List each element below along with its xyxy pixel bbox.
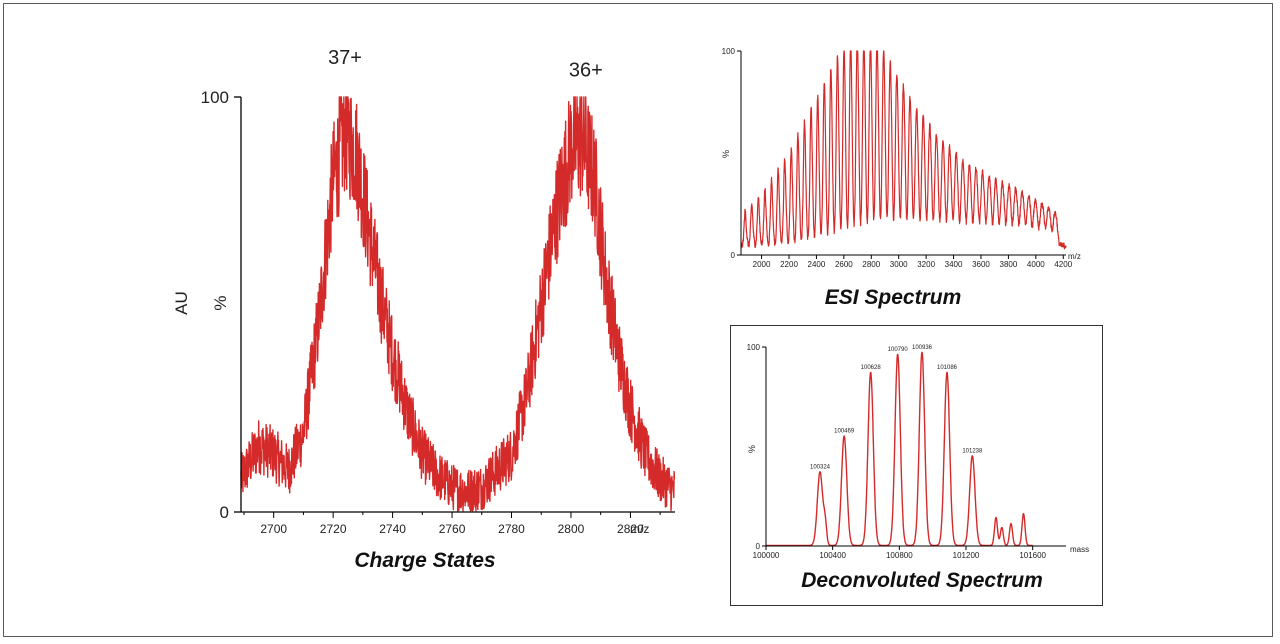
charge-state-annotation: 36+ — [569, 59, 603, 81]
esi-xtick-label: 3000 — [890, 260, 908, 269]
esi-xtick-label: 2000 — [753, 260, 771, 269]
charge-states-xtick-label: 2720 — [320, 522, 347, 536]
esi-xtick-label: 2600 — [835, 260, 853, 269]
deconvoluted-xtick-label: 100800 — [886, 551, 913, 560]
esi-xtick-label: 4200 — [1054, 260, 1072, 269]
esi-xtick-label: 2400 — [808, 260, 826, 269]
charge-states-title: Charge States — [354, 549, 495, 572]
deconvoluted-peak-label: 101238 — [962, 448, 983, 454]
charge-states-xtick-label: 2760 — [439, 522, 466, 536]
deconvoluted-peak-label: 100324 — [810, 464, 831, 470]
esi-xtick-label: 2800 — [862, 260, 880, 269]
deconvoluted-title: Deconvoluted Spectrum — [801, 569, 1043, 592]
esi-xtick-label: 3200 — [917, 260, 935, 269]
charge-states-xtick-label: 2780 — [498, 522, 525, 536]
deconvoluted-x-unit: mass — [1070, 545, 1089, 554]
figure-frame — [3, 3, 1273, 637]
charge-states-ytick-label: 100 — [201, 88, 229, 107]
charge-states-ylabel: % — [211, 295, 230, 310]
esi-xtick-label: 2200 — [780, 260, 798, 269]
deconvoluted-peak-label: 100469 — [834, 429, 855, 435]
deconvoluted-xtick-label: 101200 — [953, 551, 980, 560]
esi-xtick-label: 3400 — [945, 260, 963, 269]
charge-states-xtick-label: 2740 — [379, 522, 406, 536]
deconvoluted-ytick-label: 100 — [747, 343, 761, 352]
charge-states-xtick-label: 2700 — [260, 522, 287, 536]
esi-ytick-label: 100 — [722, 47, 736, 56]
esi-x-unit: m/z — [1068, 252, 1081, 261]
charge-states-xtick-label: 2800 — [558, 522, 585, 536]
deconvoluted-xtick-label: 100000 — [753, 551, 780, 560]
deconvoluted-peak-label: 101086 — [937, 365, 958, 371]
deconvoluted-xtick-label: 100400 — [819, 551, 846, 560]
charge-states-chart: 0 100 2700 2720 2740 2760 2780 2800 2820 AU % m… — [172, 47, 676, 572]
charge-states-ytick-label: 0 — [220, 503, 229, 522]
deconvoluted-ytick-label: 0 — [756, 542, 761, 551]
deconvoluted-peak-label: 100936 — [912, 345, 933, 351]
deconvoluted-chart: 0 100 100000 100400 100800 101200 101600 1003… — [747, 343, 1089, 592]
charge-states-xtick-label: 2820 — [617, 522, 644, 536]
esi-xtick-label: 3600 — [972, 260, 990, 269]
deconvoluted-ylabel: % — [747, 445, 757, 453]
deconvoluted-trace — [765, 351, 1034, 547]
esi-spectrum-trace — [740, 50, 1067, 250]
esi-ytick-label: 0 — [731, 251, 736, 260]
deconvoluted-peak-label: 100790 — [888, 347, 909, 353]
esi-spectrum-chart: 0 100 2000 2200 2400 2600 2800 3000 3200 3400 360… — [721, 47, 1081, 309]
deconvoluted-xtick-label: 101600 — [1019, 551, 1046, 560]
charge-states-x-unit: m/z — [630, 522, 649, 536]
esi-xtick-label: 3800 — [1000, 260, 1018, 269]
esi-ylabel: % — [721, 150, 731, 158]
deconvoluted-peak-label: 100628 — [861, 365, 882, 371]
charge-state-annotation: 37+ — [328, 47, 362, 69]
esi-title: ESI Spectrum — [825, 286, 962, 309]
charge-states-outer-ylabel: AU — [172, 291, 191, 315]
deconvoluted-panel-border — [730, 325, 1103, 606]
charge-states-trace — [240, 96, 676, 512]
esi-xtick-label: 4000 — [1027, 260, 1045, 269]
